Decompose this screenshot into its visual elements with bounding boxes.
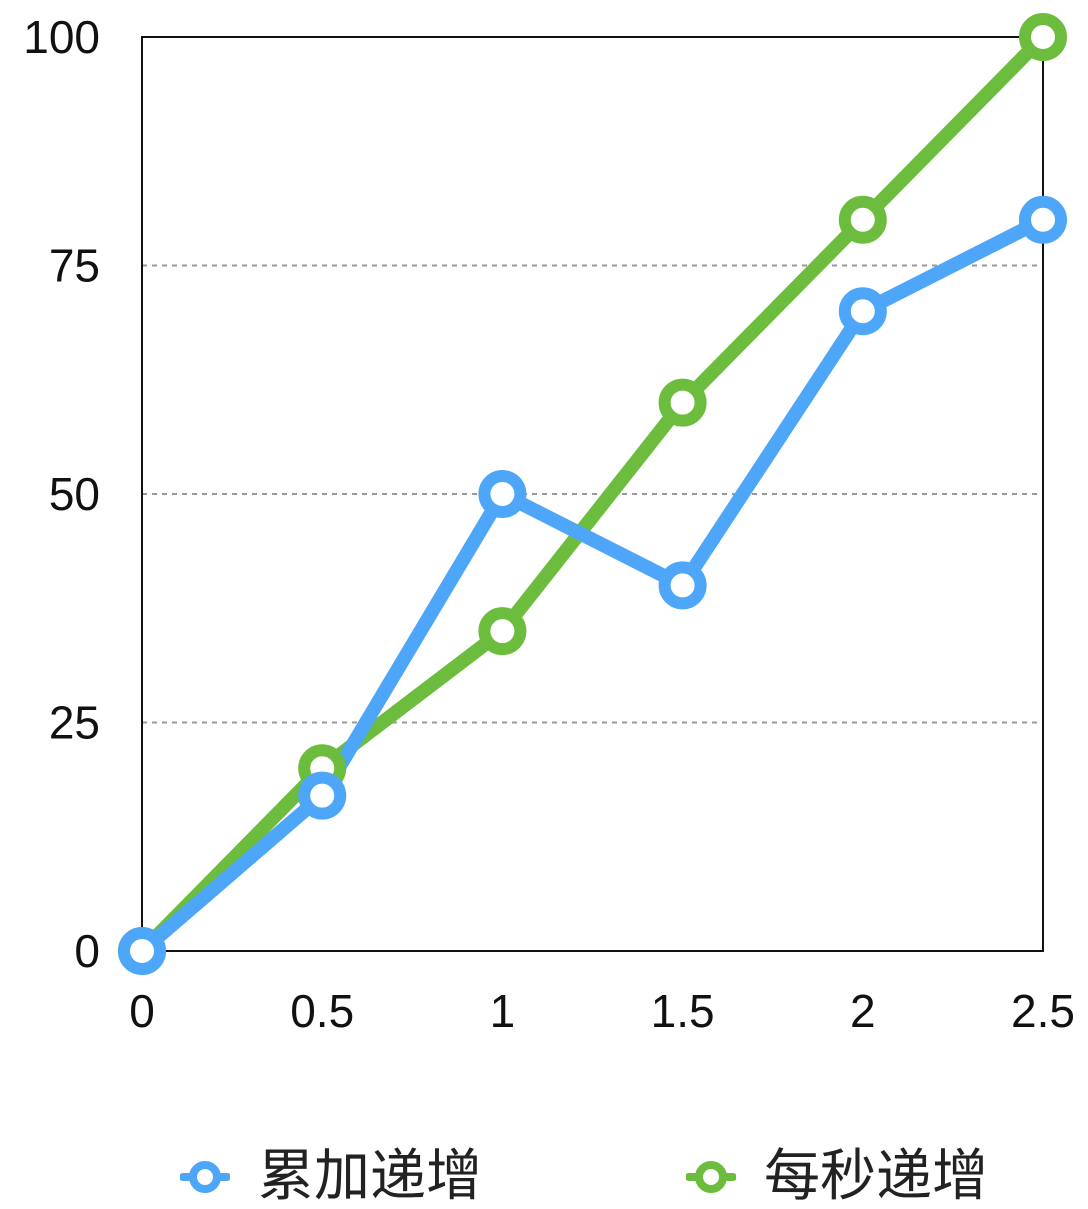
series-2-point[interactable] [838,195,887,244]
x-tick-label: 1.5 [651,985,715,1037]
legend-item-series-2[interactable]: 每秒递增 [686,1145,988,1208]
y-tick-label: 0 [74,925,100,977]
series-line-1 [135,212,1050,958]
series-2-point[interactable] [658,378,707,427]
y-tick-label: 100 [23,11,100,63]
series-1-point[interactable] [1019,195,1067,244]
legend-marker-series-1-icon [180,1160,230,1193]
series-markers [118,13,1067,975]
legend: 累加递增 每秒递增 [0,1145,1088,1208]
series-line-2 [135,30,1050,958]
axis-ticks: 0 25 50 75 100 0 0.5 1 1.5 2 2.5 [23,11,1075,1037]
x-tick-label: 2 [850,985,876,1037]
series-1-point[interactable] [118,927,166,975]
series-lines [135,30,1050,958]
series-2-point[interactable] [1019,13,1067,61]
series-2-point[interactable] [478,607,527,656]
legend-label-series-1: 累加递增 [258,1144,482,1209]
line-chart-plot: 0 25 50 75 100 0 0.5 1 1.5 2 2.5 [23,11,1075,1037]
y-tick-label: 75 [49,240,100,292]
x-tick-label: 1 [490,985,516,1037]
series-1-point[interactable] [298,771,347,820]
plot-frame [141,36,1044,952]
legend-marker-series-2-icon [686,1160,736,1193]
series-1-point[interactable] [658,561,707,610]
x-tick-label: 2.5 [1011,985,1075,1037]
x-tick-label: 0 [129,985,155,1037]
x-tick-label: 0.5 [290,985,354,1037]
gridlines [142,264,1043,724]
series-1-point[interactable] [838,287,887,336]
legend-label-series-2: 每秒递增 [764,1144,988,1209]
series-1-point[interactable] [478,470,527,518]
legend-item-series-1[interactable]: 累加递增 [180,1145,482,1208]
y-tick-label: 25 [49,697,100,749]
y-tick-label: 50 [49,468,100,520]
